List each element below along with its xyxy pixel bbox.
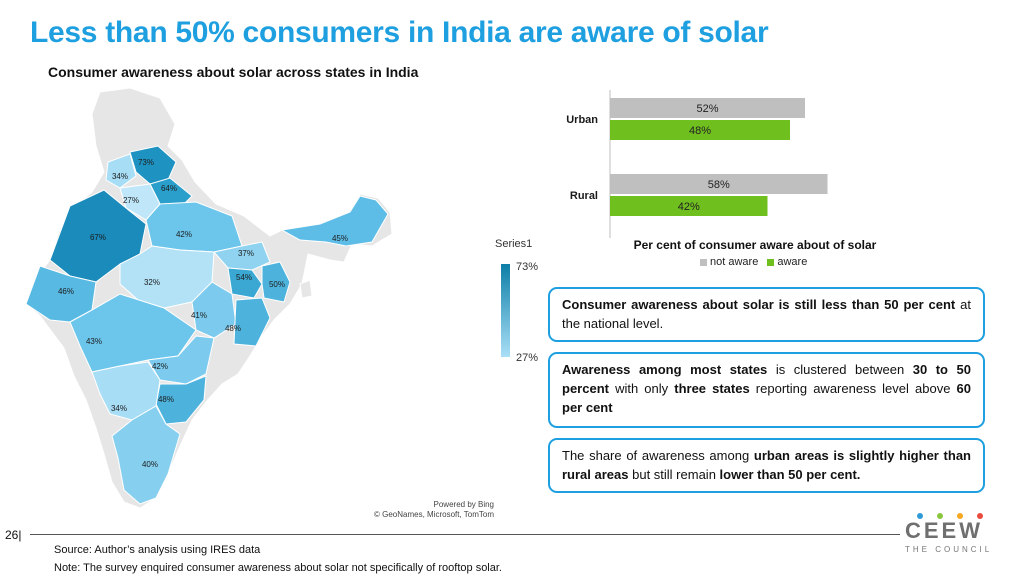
map-region-label: 73% (138, 158, 154, 167)
map-region (111, 405, 181, 505)
callout-bold-text: 30 to 50 percent (562, 362, 972, 396)
logo-tagline: THE COUNCIL (905, 545, 993, 554)
map-region (233, 297, 271, 347)
map-region-label: 42% (176, 230, 192, 239)
bar-aware (610, 120, 790, 140)
logo-dot (937, 513, 943, 519)
legend-label: aware (777, 256, 808, 268)
legend-swatch (767, 258, 775, 266)
callout-bold-text: Consumer awareness about solar is still … (562, 297, 956, 312)
bar-value-label: 42% (678, 201, 700, 213)
callout-bold-text: three states (674, 381, 750, 396)
logo-wordmark: CEEW (905, 518, 983, 543)
map-region (25, 265, 97, 323)
callout-bold-text: lower than 50 per cent. (719, 467, 861, 482)
footer-divider (30, 534, 900, 535)
map-attribution-line: Powered by Bing (433, 500, 494, 509)
map-legend-gradient (501, 264, 510, 357)
map-region-label: 41% (191, 311, 207, 320)
map-region (299, 279, 313, 299)
ceew-logo: CEEW THE COUNCIL (905, 513, 1000, 555)
callout-box-states: Awareness among most states is clustered… (548, 352, 985, 428)
bar-aware (610, 196, 768, 216)
bar-category-label: Urban (566, 114, 598, 126)
slide-title: Less than 50% consumers in India are awa… (30, 16, 769, 49)
logo-dot (957, 513, 963, 519)
urban-rural-bar-chart: Urban 52% 48% Rural 58% 42% (566, 90, 828, 238)
map-region-label: 42% (152, 362, 168, 371)
map-region-label: 46% (58, 287, 74, 296)
map-region-label: 54% (236, 273, 252, 282)
callout-box-urban-rural: The share of awareness among urban areas… (548, 438, 985, 493)
bar-value-label: 52% (696, 103, 718, 115)
legend-swatch (700, 258, 707, 266)
map-region-label: 45% (332, 234, 348, 243)
callout-text: with only (608, 381, 675, 396)
legend-label: not aware (710, 256, 759, 268)
bar-value-label: 58% (708, 179, 730, 191)
callout-box-national: Consumer awareness about solar is still … (548, 287, 985, 342)
bar-chart-title: Per cent of consumer aware about of sola… (633, 238, 877, 252)
bar-not-aware (610, 98, 805, 118)
logo-dots (905, 513, 1000, 519)
bar-chart-legend: not aware aware (700, 256, 813, 268)
bar-category-label: Rural (570, 190, 598, 202)
map-region (105, 153, 137, 189)
callout-bold-text: Awareness among most states (562, 362, 768, 377)
map-region-label: 40% (142, 460, 158, 469)
map-region (147, 335, 215, 385)
callout-text: but still remain (628, 467, 720, 482)
page-number: 26| (5, 528, 22, 542)
map-region-label: 37% (238, 249, 254, 258)
map-title: Consumer awareness about solar across st… (48, 64, 419, 80)
map-region-label: 64% (161, 184, 177, 193)
bar-not-aware (610, 174, 828, 194)
callout-text: The share of awareness among (562, 448, 754, 463)
map-legend-min: 27% (516, 352, 539, 364)
logo-dot (977, 513, 983, 519)
logo-dot (917, 513, 923, 519)
callout-text: reporting awareness level above (749, 381, 957, 396)
survey-note: Note: The survey enquired consumer aware… (54, 562, 502, 574)
map-region-label: 50% (269, 280, 285, 289)
map-region-label: 67% (90, 233, 106, 242)
legend-item-not-aware: not aware (700, 256, 758, 268)
bar-value-label: 48% (689, 125, 711, 137)
map-region (227, 267, 263, 299)
map-region-label: 27% (123, 196, 139, 205)
map-region-label: 34% (111, 404, 127, 413)
map-legend-max: 73% (516, 261, 539, 273)
legend-item-aware: aware (767, 256, 807, 268)
callout-bold-text: 60 per cent (562, 381, 971, 415)
map-attribution-line: © GeoNames, Microsoft, TomTom (374, 510, 494, 519)
map-region-label: 48% (225, 324, 241, 333)
source-note: Source: Author’s analysis using IRES dat… (54, 544, 261, 556)
map-legend-title: Series1 (495, 238, 533, 250)
map-region-label: 48% (158, 395, 174, 404)
map-region (155, 375, 207, 425)
callout-text: is clustered between (767, 362, 913, 377)
map-region-label: 43% (86, 337, 102, 346)
map-region (280, 195, 389, 247)
map-region (261, 261, 291, 303)
map-attribution: Powered by Bing © GeoNames, Microsoft, T… (352, 500, 494, 520)
map-region-label: 34% (112, 172, 128, 181)
callout-bold-text: urban areas is slightly higher than rura… (562, 448, 971, 482)
map-region-label: 32% (144, 278, 160, 287)
india-choropleth-map: 73% 34% 64% 27% 67% 42% 45% 37% 32% 54% 50% 46% 41% 4… (25, 87, 393, 509)
callout-text: at the national level. (562, 297, 971, 331)
